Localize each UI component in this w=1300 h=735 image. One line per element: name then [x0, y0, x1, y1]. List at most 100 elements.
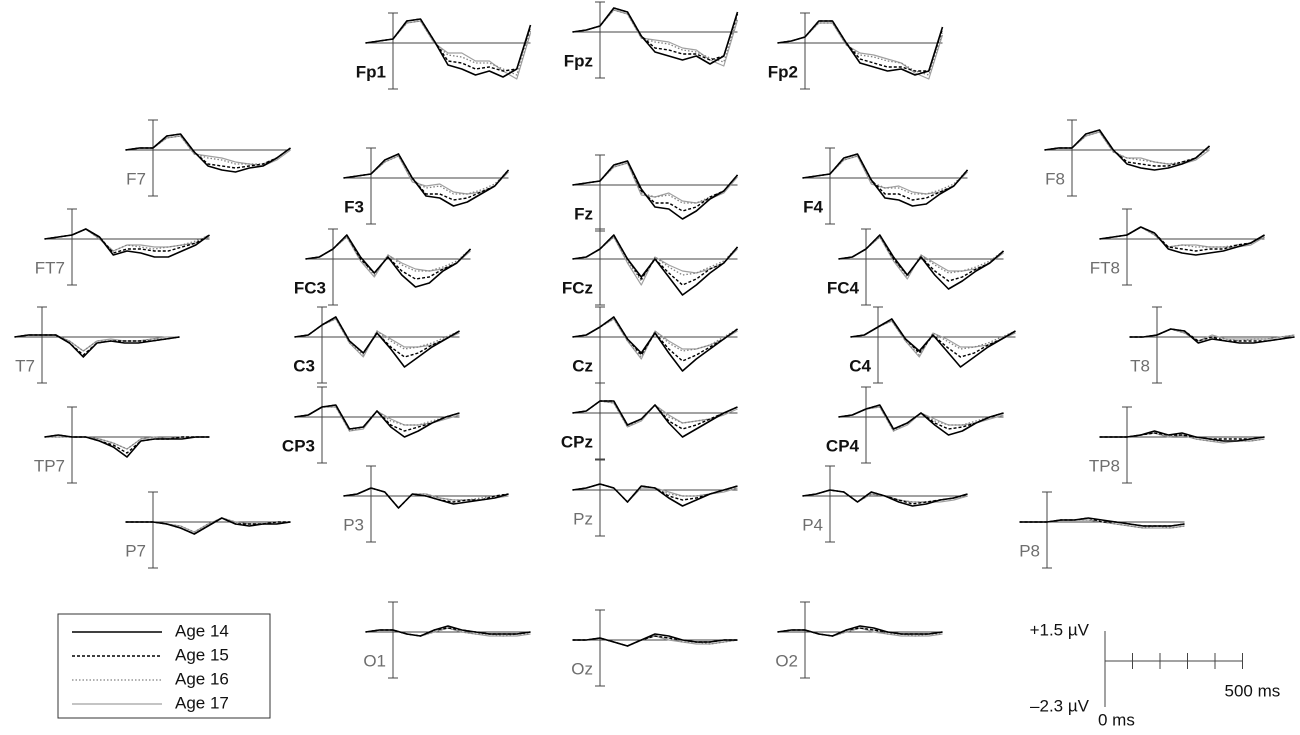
erp-wave: [44, 434, 210, 454]
legend-box: [57, 613, 271, 719]
erp-wave: [343, 487, 509, 509]
electrode-label: Oz: [571, 659, 593, 678]
erp-wave: [572, 318, 738, 360]
erp-wave: [802, 153, 969, 207]
erp-wave: [294, 318, 460, 358]
electrode-label: FC3: [294, 278, 326, 297]
erp-wave: [777, 627, 943, 637]
erp-wave: [365, 18, 532, 78]
erp-wave: [294, 404, 460, 438]
electrode-label: Fp1: [356, 62, 386, 81]
electrode-label: FT8: [1090, 258, 1120, 277]
erp-wave: [572, 7, 739, 61]
erp-wave: [14, 334, 180, 358]
legend-label: Age 14: [175, 621, 229, 640]
erp-wave: [1099, 430, 1265, 442]
electrode-label: F3: [344, 197, 364, 216]
electrode-label: P4: [802, 515, 823, 534]
erp-wave: [343, 155, 509, 195]
erp-wave: [125, 517, 291, 535]
electrode-label: TP7: [34, 456, 65, 475]
erp-wave: [1129, 328, 1295, 344]
electrode-label: O1: [363, 651, 386, 670]
erp-wave: [44, 434, 210, 458]
erp-wave: [44, 436, 210, 450]
erp-wave: [1044, 129, 1211, 171]
electrode-label: FC4: [827, 278, 860, 297]
electrode-label: P8: [1019, 541, 1040, 560]
electrode-label: CP4: [826, 436, 860, 455]
erp-wave: [777, 20, 944, 72]
y-tick-label: –2.3 µV: [1030, 696, 1090, 715]
electrode-label: F4: [803, 197, 823, 216]
erp-wave: [838, 236, 1004, 278]
erp-wave: [777, 625, 943, 637]
electrode-label: T8: [1130, 356, 1150, 375]
erp-wave: [44, 228, 210, 252]
erp-wave: [365, 20, 532, 76]
legend-label: Age 17: [175, 693, 229, 712]
erp-wave: [850, 318, 1016, 358]
erp-wave: [838, 404, 1004, 436]
electrode-label: CP3: [282, 436, 315, 455]
erp-wave: [343, 153, 510, 207]
electrode-label: F8: [1045, 169, 1065, 188]
electrode-label: C4: [849, 356, 871, 375]
electrode-label: C3: [293, 356, 315, 375]
erp-wave: [572, 318, 738, 358]
erp-wave: [850, 318, 1016, 368]
erp-wave: [572, 9, 739, 63]
erp-wave: [572, 234, 739, 296]
erp-wave: [572, 162, 738, 204]
erp-wave: [44, 228, 210, 258]
erp-wave: [1019, 517, 1185, 527]
erp-wave: [1099, 432, 1265, 440]
legend-label: Age 15: [175, 645, 229, 664]
erp-wave: [1099, 226, 1265, 248]
erp-wave: [294, 318, 460, 356]
erp-wave: [44, 228, 210, 252]
erp-wave: [802, 489, 968, 507]
electrode-label: T7: [15, 356, 35, 375]
erp-wave: [305, 236, 471, 276]
electrode-label: Cz: [572, 356, 593, 375]
erp-wave: [572, 483, 738, 507]
electrode-label: P7: [125, 541, 146, 560]
electrode-label: FCz: [562, 278, 593, 297]
erp-wave: [572, 316, 738, 362]
erp-wave: [572, 633, 738, 647]
erp-wave: [365, 18, 532, 72]
erp-wave: [777, 22, 944, 76]
erp-wave: [572, 400, 738, 428]
erp-wave: [802, 155, 968, 195]
electrode-label: P3: [343, 515, 364, 534]
electrode-label: O2: [775, 651, 798, 670]
erp-wave: [1099, 226, 1265, 256]
electrode-label: TP8: [1089, 456, 1120, 475]
legend-label: Age 16: [175, 669, 229, 688]
erp-wave: [777, 22, 944, 80]
electrode-label: F7: [126, 169, 146, 188]
erp-wave: [294, 316, 460, 368]
erp-wave: [850, 320, 1016, 358]
x-tick-label: 0 ms: [1098, 710, 1135, 729]
electrode-label: FT7: [35, 258, 65, 277]
erp-wave: [777, 20, 944, 76]
erp-wave: [125, 517, 291, 533]
electrode-label: CPz: [561, 432, 593, 451]
erp-wave: [125, 135, 291, 167]
erp-wave: [125, 517, 291, 533]
erp-wave: [343, 487, 509, 509]
erp-wave: [850, 320, 1016, 356]
erp-wave: [572, 635, 738, 647]
erp-wave: [838, 234, 1005, 290]
erp-wave: [125, 133, 291, 173]
electrode-label: Fpz: [564, 51, 593, 70]
erp-wave: [343, 487, 509, 509]
erp-wave: [572, 7, 739, 65]
erp-wave: [572, 160, 739, 220]
erp-wave: [572, 400, 738, 438]
electrode-label: Fz: [574, 204, 593, 223]
